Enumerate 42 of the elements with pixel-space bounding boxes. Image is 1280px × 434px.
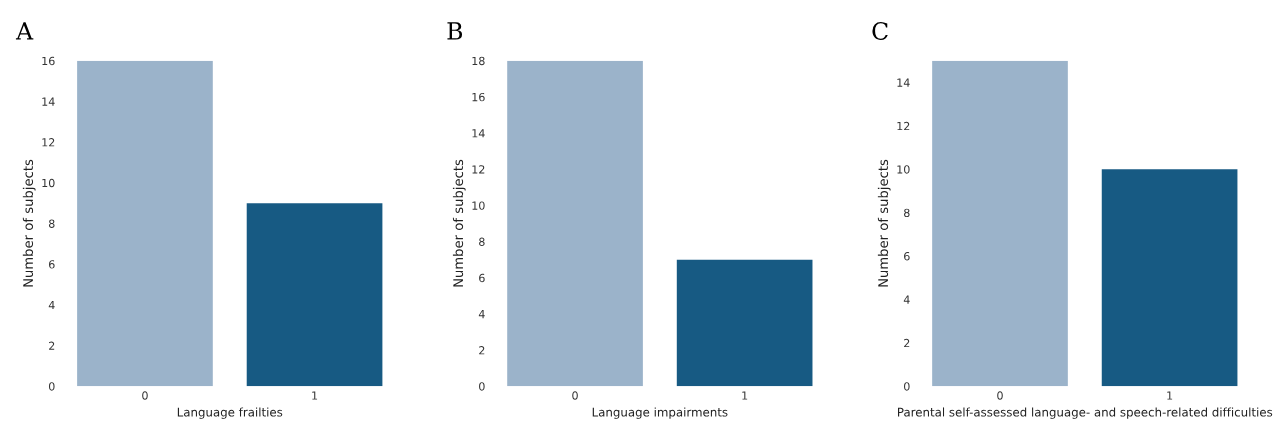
- x-tick-label: 1: [1167, 391, 1173, 400]
- y-tick-label: 14: [897, 78, 910, 87]
- y-tick-label: 10: [472, 201, 485, 210]
- x-tick-label: 0: [142, 391, 148, 400]
- y-tick-label: 2: [479, 346, 485, 355]
- y-tick-label: 16: [472, 92, 485, 102]
- x-axis-title: Parental self-assessed language- and speech-related difficulties: [898, 407, 1273, 419]
- x-axis-title: Language impairments: [592, 407, 728, 419]
- y-tick-label: 6: [904, 252, 910, 261]
- y-axis-title: Number of subjects: [22, 159, 36, 287]
- y-tick-label: 4: [48, 301, 55, 310]
- y-tick-label: 4: [478, 310, 485, 319]
- y-tick-label: 6: [49, 260, 55, 269]
- x-axis-title: Language frailties: [177, 407, 283, 419]
- y-tick-label: 12: [42, 138, 55, 147]
- x-tick-label: 1: [742, 391, 748, 400]
- y-tick-label: 14: [472, 129, 485, 138]
- chart-title: C: [872, 22, 888, 40]
- y-tick-label: 6: [479, 273, 485, 283]
- chart-title: A: [15, 22, 34, 40]
- y-tick-label: 12: [472, 165, 485, 174]
- x-tick-label: 1: [312, 391, 318, 400]
- y-tick-label: 2: [49, 341, 55, 350]
- y-axis-title: Number of subjects: [452, 159, 466, 287]
- y-tick-label: 16: [42, 56, 55, 66]
- y-tick-label: 2: [904, 338, 910, 348]
- chart-title: B: [447, 22, 463, 40]
- y-tick-label: 18: [472, 56, 485, 66]
- y-tick-label: 8: [479, 237, 485, 246]
- y-tick-label: 14: [42, 97, 55, 106]
- y-tick-label: 0: [479, 382, 485, 391]
- x-tick-label: 0: [572, 391, 578, 400]
- y-tick-label: 8: [904, 208, 910, 218]
- y-tick-label: 10: [897, 165, 910, 174]
- y-axis-title: Number of subjects: [877, 159, 891, 287]
- y-tick-label: 0: [904, 382, 910, 391]
- y-tick-label: 0: [48, 382, 55, 391]
- y-tick-label: 4: [903, 295, 910, 304]
- y-tick-label: 8: [48, 219, 55, 228]
- y-tick-label: 10: [42, 178, 55, 188]
- x-tick-label: 0: [997, 391, 1003, 400]
- y-tick-label: 12: [897, 121, 910, 131]
